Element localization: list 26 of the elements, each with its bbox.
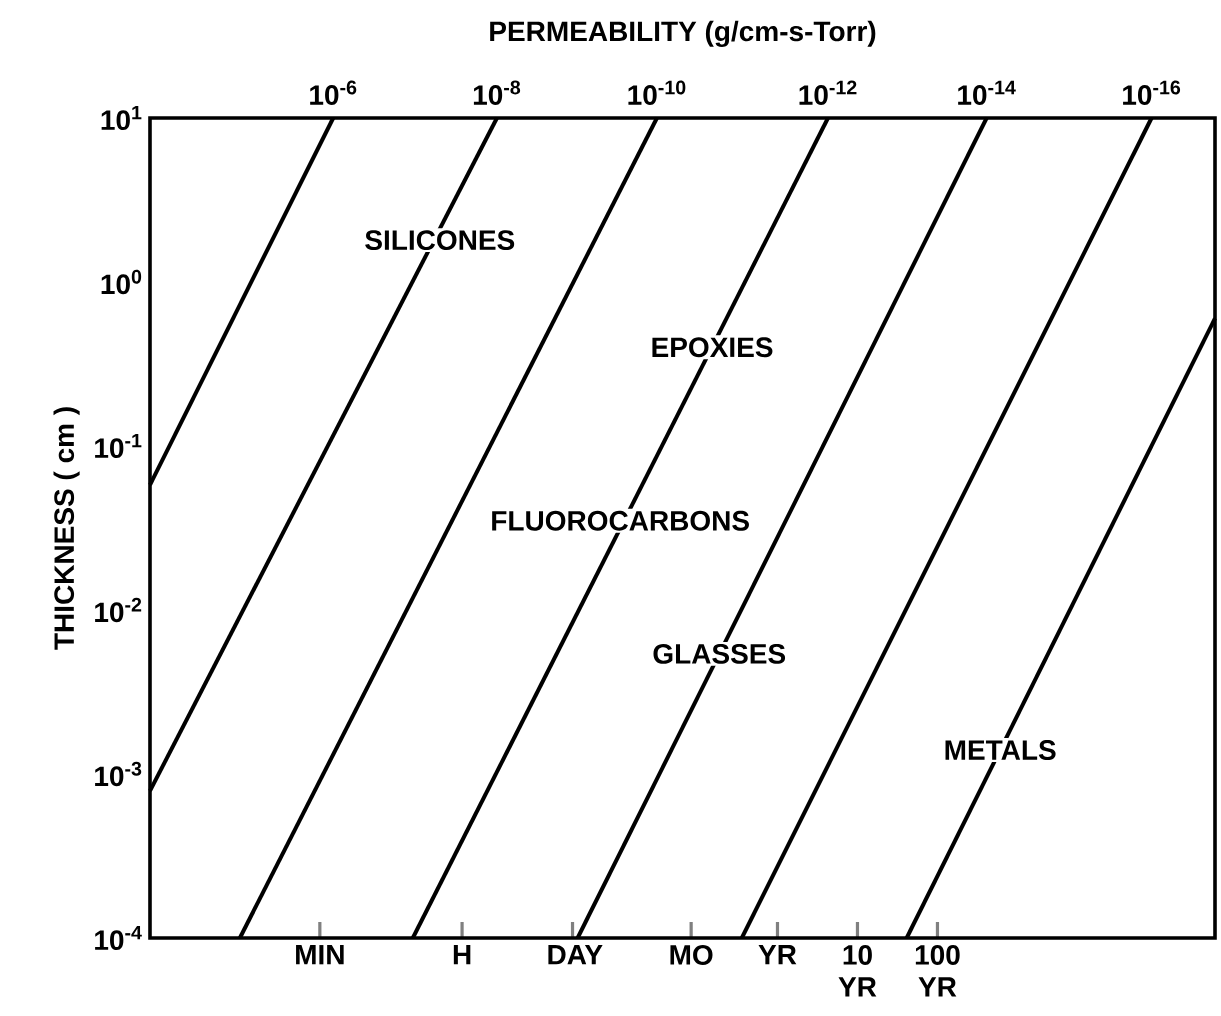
series-label: 10$^{-10}$: [628, 80, 686, 105]
y-axis-title: THICKNESS ( cm ): [53, 407, 80, 650]
x-tick-label: 10 YR: [838, 945, 877, 997]
annotation: EPOXIES: [652, 337, 773, 358]
x-tick-label: MO: [670, 945, 713, 965]
x-tick-label: 100 YR: [915, 945, 960, 997]
series-label: 10$^{-14}$: [958, 80, 1016, 105]
y-tick-label: 10$^{-1}$: [95, 433, 142, 459]
annotation: GLASSES: [653, 643, 786, 664]
x-tick-label: H: [453, 945, 471, 965]
x-tick-label: DAY: [548, 945, 603, 965]
series-label: 10$^{-6}$: [310, 80, 357, 105]
y-tick-label: 10$^{0}$: [101, 269, 142, 295]
y-tick-label: 10$^{-2}$: [95, 597, 142, 623]
annotation: SILICONES: [365, 230, 515, 251]
series-label: 10$^{-12}$: [799, 80, 857, 105]
annotation: FLUOROCARBONS: [492, 510, 749, 531]
y-tick-label: 10$^{-4}$: [95, 925, 142, 951]
y-tick-label: 10$^{1}$: [101, 105, 142, 131]
legend-title: PERMEABILITY (g/cm-s-Torr): [490, 20, 876, 47]
series-label: 10$^{-16}$: [1123, 80, 1181, 105]
x-tick-label: YR: [758, 945, 797, 965]
series-label: 10$^{-8}$: [473, 80, 521, 105]
x-tick-label: MIN: [296, 945, 344, 965]
annotation: METALS: [945, 740, 1056, 760]
y-tick-label: 10$^{-3}$: [95, 761, 142, 787]
